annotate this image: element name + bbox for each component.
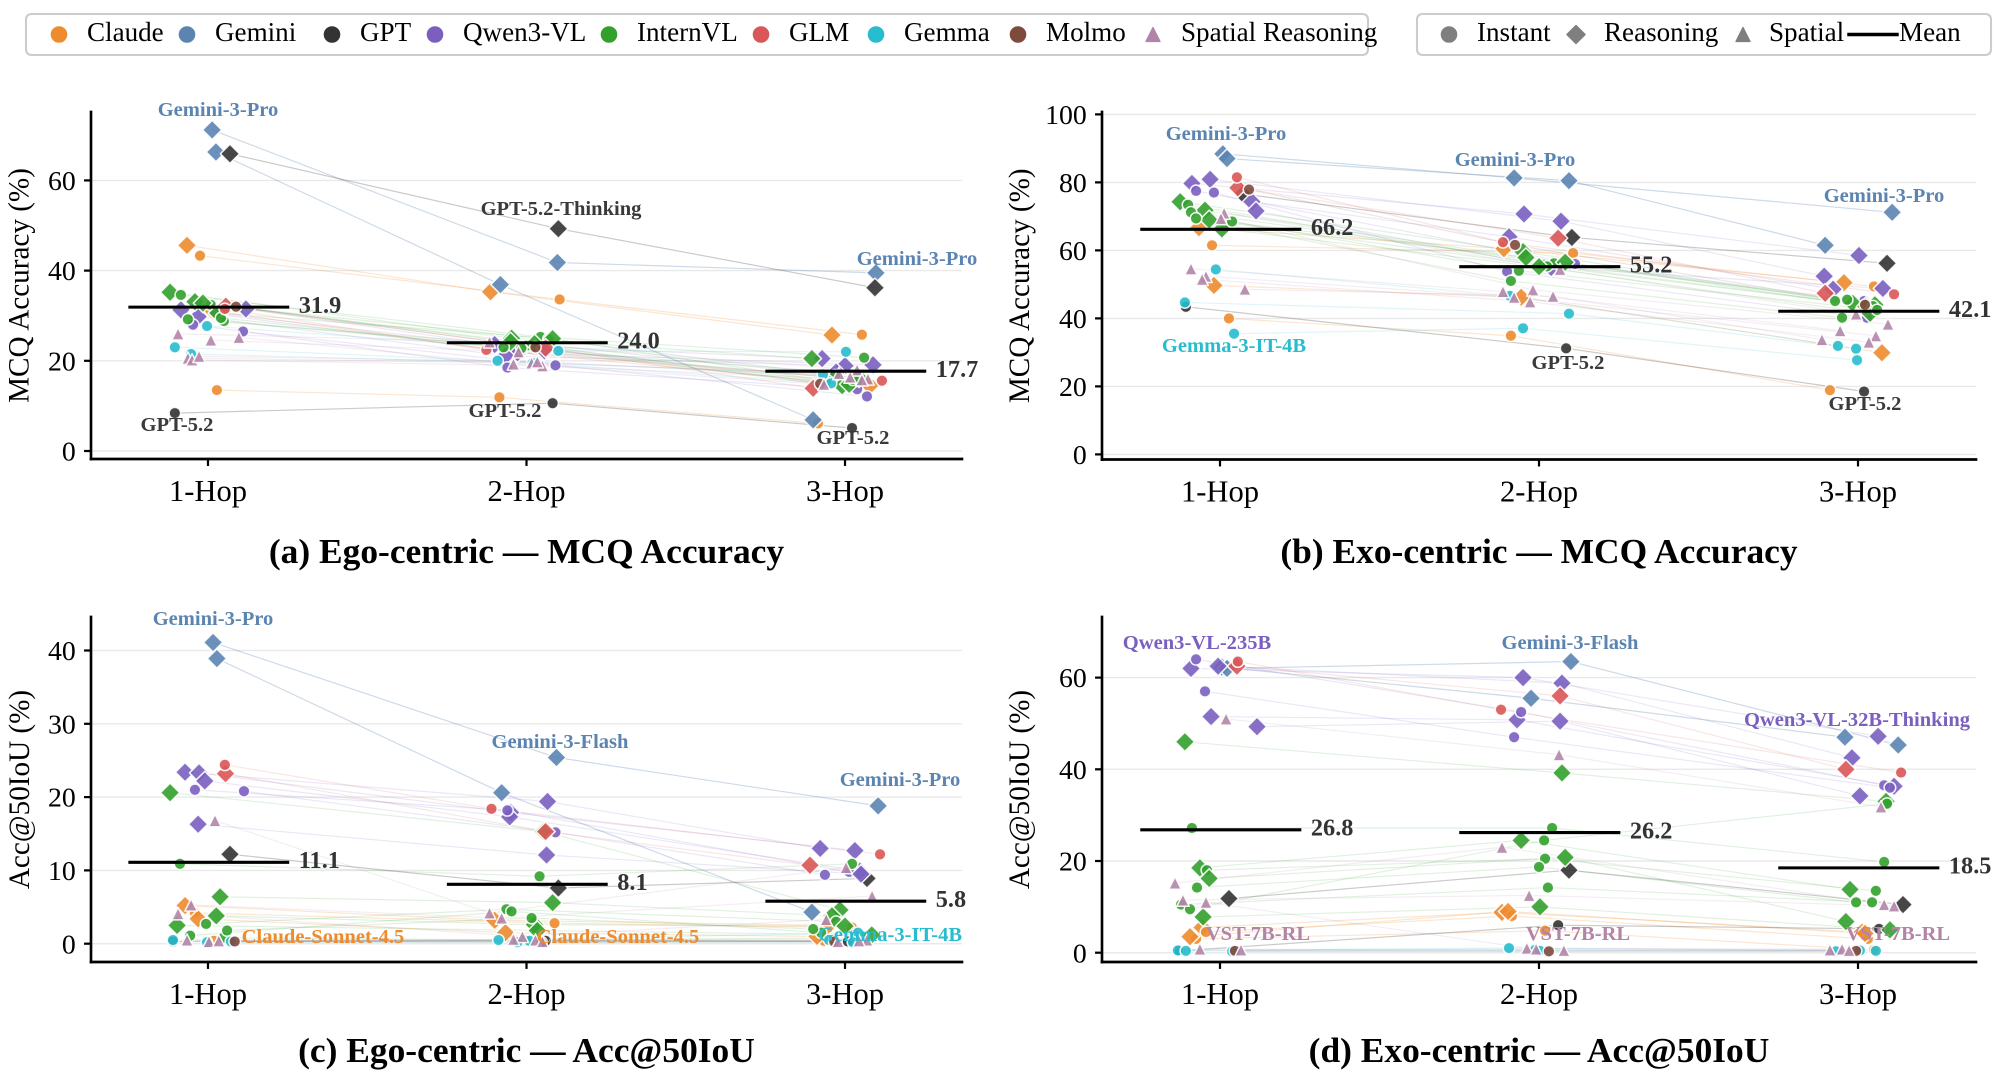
svg-text:20: 20 bbox=[48, 346, 76, 377]
svg-text:Gemma-3-IT-4B: Gemma-3-IT-4B bbox=[1162, 335, 1306, 357]
svg-text:0: 0 bbox=[1073, 938, 1087, 969]
svg-text:2-Hop: 2-Hop bbox=[487, 474, 565, 508]
svg-text:60: 60 bbox=[1059, 663, 1087, 694]
svg-text:40: 40 bbox=[48, 636, 76, 667]
svg-text:26.2: 26.2 bbox=[1630, 817, 1673, 844]
svg-text:(a) Ego-centric — MCQ Accuracy: (a) Ego-centric — MCQ Accuracy bbox=[269, 531, 784, 571]
svg-text:20: 20 bbox=[1059, 847, 1087, 878]
svg-text:Claude: Claude bbox=[87, 17, 164, 47]
svg-text:GPT-5.2: GPT-5.2 bbox=[817, 427, 890, 449]
svg-text:Qwen3-VL: Qwen3-VL bbox=[463, 17, 586, 47]
svg-text:Reasoning: Reasoning bbox=[1604, 17, 1719, 47]
svg-text:80: 80 bbox=[1059, 168, 1087, 199]
svg-text:Mean: Mean bbox=[1899, 17, 1961, 47]
svg-text:40: 40 bbox=[1059, 755, 1087, 786]
svg-text:VST-7B-RL: VST-7B-RL bbox=[1206, 923, 1310, 945]
svg-text:Claude-Sonnet-4.5: Claude-Sonnet-4.5 bbox=[242, 926, 405, 948]
svg-text:20: 20 bbox=[1059, 372, 1087, 403]
svg-text:Gemini-3-Pro: Gemini-3-Pro bbox=[1166, 123, 1287, 145]
svg-text:Gemini-3-Pro: Gemini-3-Pro bbox=[153, 608, 274, 630]
svg-text:GPT: GPT bbox=[360, 17, 412, 47]
svg-text:2-Hop: 2-Hop bbox=[1500, 977, 1578, 1011]
svg-text:60: 60 bbox=[1059, 236, 1087, 267]
svg-text:Spatial: Spatial bbox=[1769, 17, 1844, 47]
svg-text:Claude-Sonnet-4.5: Claude-Sonnet-4.5 bbox=[537, 926, 700, 948]
svg-text:Spatial Reasoning: Spatial Reasoning bbox=[1181, 17, 1378, 47]
svg-text:Gemini: Gemini bbox=[215, 17, 296, 47]
svg-text:26.8: 26.8 bbox=[1311, 815, 1354, 842]
svg-text:0: 0 bbox=[62, 437, 76, 468]
svg-text:MCQ Accuracy (%): MCQ Accuracy (%) bbox=[4, 168, 36, 403]
svg-text:3-Hop: 3-Hop bbox=[806, 977, 884, 1011]
svg-text:40: 40 bbox=[48, 256, 76, 287]
svg-text:11.1: 11.1 bbox=[299, 847, 340, 874]
svg-text:55.2: 55.2 bbox=[1630, 252, 1673, 279]
svg-text:1-Hop: 1-Hop bbox=[1181, 475, 1259, 509]
svg-text:Gemini-3-Pro: Gemini-3-Pro bbox=[1824, 185, 1945, 207]
svg-text:1-Hop: 1-Hop bbox=[169, 977, 247, 1011]
svg-text:10: 10 bbox=[48, 856, 76, 887]
svg-text:Acc@50IoU (%): Acc@50IoU (%) bbox=[1004, 690, 1036, 889]
svg-text:GPT-5.2-Thinking: GPT-5.2-Thinking bbox=[481, 198, 643, 220]
svg-text:(c) Ego-centric — Acc@50IoU: (c) Ego-centric — Acc@50IoU bbox=[298, 1030, 755, 1070]
svg-text:66.2: 66.2 bbox=[1311, 214, 1354, 241]
svg-text:Gemini-3-Pro: Gemini-3-Pro bbox=[1455, 149, 1576, 171]
svg-text:0: 0 bbox=[1073, 440, 1087, 471]
svg-text:GPT-5.2: GPT-5.2 bbox=[469, 400, 542, 422]
svg-text:Gemma-3-IT-4B: Gemma-3-IT-4B bbox=[818, 924, 962, 946]
svg-text:3-Hop: 3-Hop bbox=[1819, 475, 1897, 509]
svg-text:24.0: 24.0 bbox=[617, 328, 660, 355]
svg-text:VST-7B-RL: VST-7B-RL bbox=[1526, 923, 1630, 945]
svg-text:VST-7B-RL: VST-7B-RL bbox=[1846, 923, 1950, 945]
svg-text:InternVL: InternVL bbox=[637, 17, 738, 47]
svg-text:Qwen3-VL-235B: Qwen3-VL-235B bbox=[1123, 632, 1272, 654]
svg-text:60: 60 bbox=[48, 166, 76, 197]
svg-text:Instant: Instant bbox=[1477, 17, 1551, 47]
svg-text:GLM: GLM bbox=[789, 17, 849, 47]
svg-text:2-Hop: 2-Hop bbox=[1500, 475, 1578, 509]
svg-text:31.9: 31.9 bbox=[299, 292, 342, 319]
svg-text:Molmo: Molmo bbox=[1046, 17, 1126, 47]
svg-text:MCQ Accuracy (%): MCQ Accuracy (%) bbox=[1004, 168, 1036, 403]
svg-text:Gemini-3-Pro: Gemini-3-Pro bbox=[857, 248, 978, 270]
svg-text:GPT-5.2: GPT-5.2 bbox=[1532, 352, 1605, 374]
svg-text:1-Hop: 1-Hop bbox=[1181, 977, 1259, 1011]
svg-text:18.5: 18.5 bbox=[1949, 853, 1992, 880]
svg-text:Qwen3-VL-32B-Thinking: Qwen3-VL-32B-Thinking bbox=[1744, 709, 1971, 731]
svg-text:42.1: 42.1 bbox=[1949, 296, 1992, 323]
svg-text:GPT-5.2: GPT-5.2 bbox=[1829, 393, 1902, 415]
svg-text:17.7: 17.7 bbox=[936, 356, 979, 383]
svg-text:100: 100 bbox=[1045, 100, 1087, 131]
svg-text:1-Hop: 1-Hop bbox=[169, 474, 247, 508]
svg-text:(b) Exo-centric — MCQ Accuracy: (b) Exo-centric — MCQ Accuracy bbox=[1280, 531, 1797, 571]
svg-text:Gemma: Gemma bbox=[904, 17, 990, 47]
svg-text:8.1: 8.1 bbox=[617, 869, 647, 896]
svg-text:5.8: 5.8 bbox=[936, 886, 966, 913]
svg-text:40: 40 bbox=[1059, 304, 1087, 335]
svg-text:Gemini-3-Flash: Gemini-3-Flash bbox=[492, 731, 630, 753]
svg-text:Gemini-3-Pro: Gemini-3-Pro bbox=[158, 99, 279, 121]
svg-text:Acc@50IoU (%): Acc@50IoU (%) bbox=[4, 690, 36, 889]
svg-text:20: 20 bbox=[48, 783, 76, 814]
svg-text:30: 30 bbox=[48, 709, 76, 740]
svg-text:Gemini-3-Pro: Gemini-3-Pro bbox=[840, 769, 961, 791]
svg-text:3-Hop: 3-Hop bbox=[1819, 977, 1897, 1011]
svg-text:2-Hop: 2-Hop bbox=[487, 977, 565, 1011]
svg-text:3-Hop: 3-Hop bbox=[806, 474, 884, 508]
svg-text:Gemini-3-Flash: Gemini-3-Flash bbox=[1502, 632, 1640, 654]
svg-text:GPT-5.2: GPT-5.2 bbox=[141, 414, 214, 436]
svg-text:(d) Exo-centric — Acc@50IoU: (d) Exo-centric — Acc@50IoU bbox=[1309, 1030, 1770, 1070]
svg-text:0: 0 bbox=[62, 929, 76, 960]
